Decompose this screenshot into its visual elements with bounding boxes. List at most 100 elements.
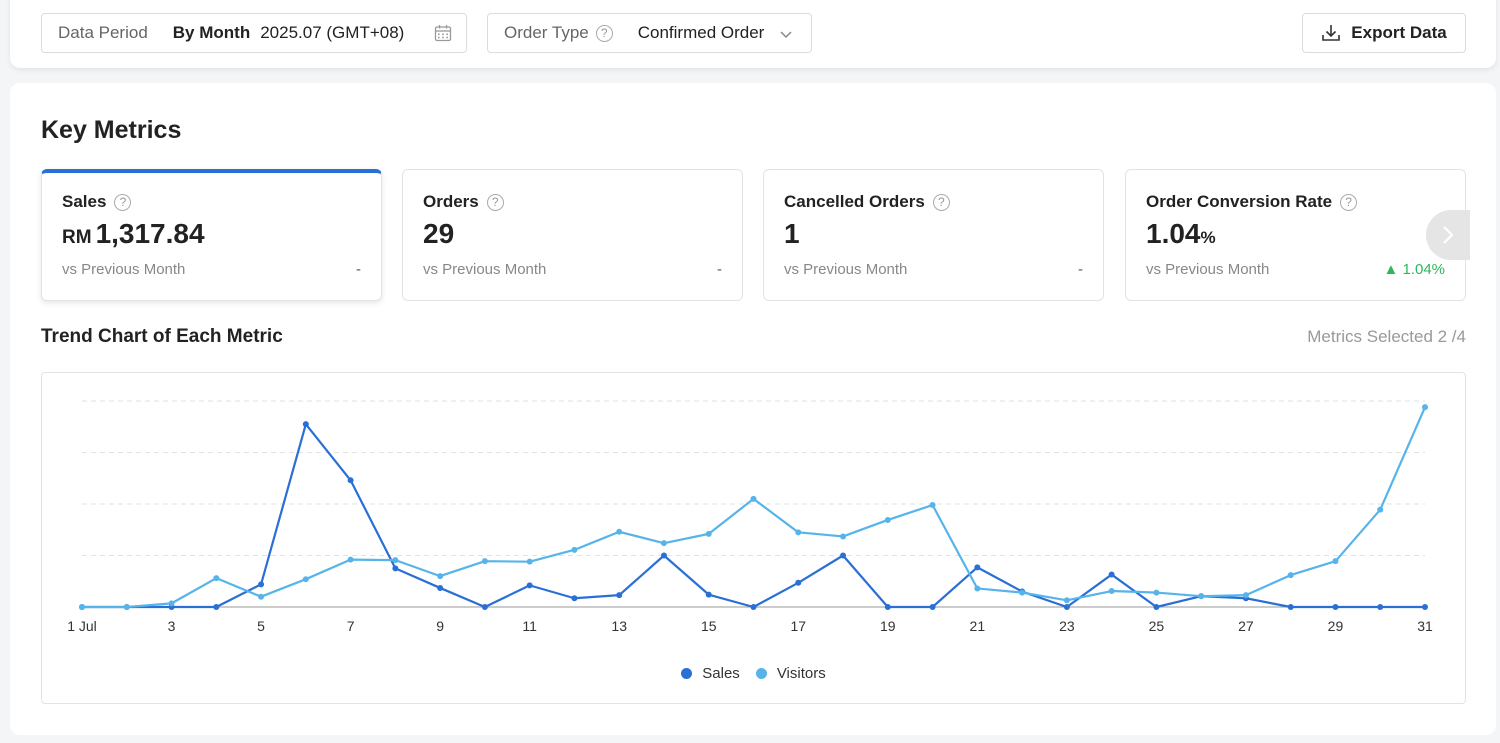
data-point-sales xyxy=(1377,604,1384,610)
x-tick-label: 29 xyxy=(1328,618,1344,634)
data-point-visitors xyxy=(1422,404,1428,411)
legend-dot xyxy=(755,668,767,679)
data-point-sales xyxy=(884,604,891,610)
help-icon[interactable]: ? xyxy=(1340,193,1358,211)
metric-value: 1 xyxy=(784,218,800,249)
series-line-sales xyxy=(82,423,1425,609)
metric-card-orders[interactable]: Orders? 29 vs Previous Month - xyxy=(402,169,743,301)
export-label: Export Data xyxy=(1351,23,1447,42)
help-icon[interactable]: ? xyxy=(932,193,950,211)
x-tick-label: 7 xyxy=(347,618,355,634)
data-point-visitors xyxy=(1108,588,1115,595)
data-point-visitors xyxy=(1153,589,1160,596)
trend-chart-title: Trend Chart of Each Metric xyxy=(41,326,283,347)
x-tick-label: 13 xyxy=(611,618,627,634)
data-point-sales xyxy=(660,552,667,559)
compare-label: vs Previous Month xyxy=(62,261,186,278)
change-value: ▲ 1.04% xyxy=(1383,261,1445,278)
data-point-visitors xyxy=(392,557,399,564)
data-point-sales xyxy=(302,421,309,428)
data-point-sales xyxy=(1422,604,1428,610)
section-title: Key Metrics xyxy=(41,116,182,144)
chevron-right-icon xyxy=(1443,226,1454,244)
data-point-sales xyxy=(974,564,981,571)
data-point-sales xyxy=(1063,604,1070,610)
data-point-visitors xyxy=(840,533,847,540)
x-tick-label: 11 xyxy=(522,618,537,634)
period-mode: By Month xyxy=(172,23,251,42)
data-point-sales xyxy=(616,592,623,599)
help-icon[interactable]: ? xyxy=(486,193,504,211)
data-point-sales xyxy=(1287,604,1294,610)
help-icon[interactable]: ? xyxy=(595,24,613,42)
data-point-visitors xyxy=(258,593,265,600)
x-tick-label: 27 xyxy=(1238,618,1254,634)
data-point-visitors xyxy=(1287,572,1294,579)
legend-dot xyxy=(681,668,693,679)
order-type-select[interactable]: Order Type ? Confirmed Order xyxy=(487,13,812,53)
chart-legend: Sales Visitors xyxy=(42,665,1465,682)
data-point-sales xyxy=(1108,571,1115,578)
export-data-button[interactable]: Export Data xyxy=(1302,13,1466,53)
filter-bar: Data Period By Month 2025.07 (GMT+08) Or… xyxy=(10,0,1496,68)
next-cards-button[interactable] xyxy=(1426,210,1470,260)
data-point-sales xyxy=(347,477,354,484)
x-tick-label: 9 xyxy=(436,618,444,634)
data-point-sales xyxy=(1153,604,1160,610)
legend-item-visitors[interactable]: Visitors xyxy=(755,665,826,682)
data-point-visitors xyxy=(1332,558,1339,565)
data-point-visitors xyxy=(526,558,533,565)
metric-card-order-conversion-rate[interactable]: Order Conversion Rate? 1.04% vs Previous… xyxy=(1125,169,1466,301)
metrics-selected[interactable]: Metrics Selected 2 /4 xyxy=(1307,327,1466,346)
data-point-visitors xyxy=(481,558,488,565)
data-point-sales xyxy=(705,591,712,598)
data-point-visitors xyxy=(705,530,712,537)
metric-card-cancelled-orders[interactable]: Cancelled Orders? 1 vs Previous Month - xyxy=(763,169,1104,301)
data-point-visitors xyxy=(750,495,757,502)
data-point-visitors xyxy=(1242,592,1249,599)
data-point-visitors xyxy=(1198,593,1205,600)
x-tick-label: 5 xyxy=(257,618,265,634)
data-point-sales xyxy=(840,552,847,559)
data-point-sales xyxy=(571,595,578,602)
data-point-sales xyxy=(526,582,533,589)
unit: % xyxy=(1200,228,1216,247)
data-point-visitors xyxy=(302,576,309,583)
compare-label: vs Previous Month xyxy=(1146,261,1270,278)
download-icon xyxy=(1322,25,1341,41)
data-point-visitors xyxy=(660,540,667,547)
data-point-visitors xyxy=(795,529,802,536)
metric-title: Cancelled Orders xyxy=(784,192,925,211)
data-period-picker[interactable]: Data Period By Month 2025.07 (GMT+08) xyxy=(41,13,467,53)
legend-item-sales[interactable]: Sales xyxy=(681,665,740,682)
data-point-sales xyxy=(929,604,936,610)
metric-title: Order Conversion Rate xyxy=(1146,192,1333,211)
change-value: - xyxy=(356,261,361,278)
order-type-value: Confirmed Order xyxy=(637,23,765,42)
compare-label: vs Previous Month xyxy=(784,261,908,278)
key-metrics-panel: Key Metrics Sales? RM 1,317.84 vs Previou… xyxy=(10,83,1496,735)
data-point-visitors xyxy=(1377,506,1384,513)
data-period-label: Data Period xyxy=(58,23,148,42)
metric-value: 29 xyxy=(423,218,455,249)
data-point-visitors xyxy=(929,502,936,509)
data-point-sales xyxy=(392,565,399,572)
currency: RM xyxy=(62,227,92,248)
data-point-visitors xyxy=(123,604,130,610)
x-tick-label: 19 xyxy=(880,618,896,634)
help-icon[interactable]: ? xyxy=(114,193,132,211)
data-point-visitors xyxy=(437,573,444,580)
x-tick-label: 17 xyxy=(790,618,806,634)
period-value: 2025.07 (GMT+08) xyxy=(260,23,405,42)
trend-chart: 1 Jul 3 5 7 9 11 13 15 17 19 21 23 25 27 29 31 Sales Vi… xyxy=(41,372,1466,704)
x-tick-label: 1 Jul xyxy=(67,618,97,634)
calendar-icon[interactable] xyxy=(434,24,452,42)
legend-label: Sales xyxy=(702,665,740,682)
data-point-visitors xyxy=(1063,597,1070,604)
metric-value: 1,317.84 xyxy=(95,218,205,249)
data-point-sales xyxy=(1332,604,1339,610)
x-tick-label: 31 xyxy=(1417,618,1433,634)
metric-title: Sales xyxy=(62,192,107,211)
metric-card-sales[interactable]: Sales? RM 1,317.84 vs Previous Month - xyxy=(41,169,382,301)
x-tick-label: 3 xyxy=(168,618,176,634)
